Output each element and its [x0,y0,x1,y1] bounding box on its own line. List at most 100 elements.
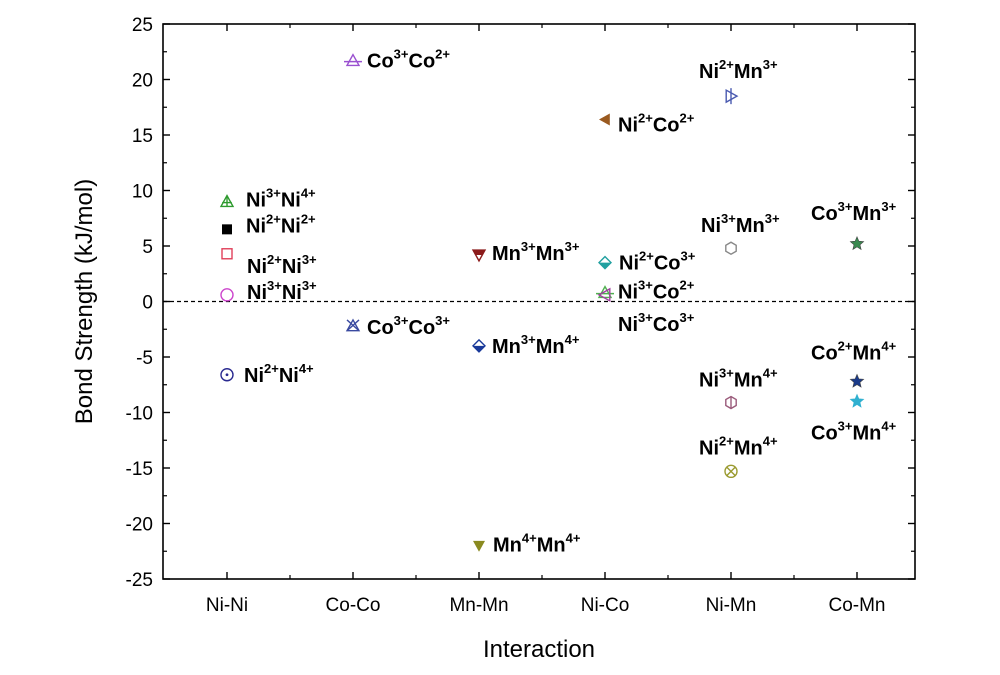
oxidation-state: 3+ [394,47,409,62]
triangle-shape [345,318,361,332]
ion-symbol: Co [811,203,838,225]
ion-symbol: Mn [853,203,882,225]
x-tick-label: Ni-Co [581,595,630,616]
marker-circle-open [220,288,234,302]
ion-symbol: Co [653,282,680,304]
ion-symbol: Ni [246,190,266,212]
oxidation-state: 3+ [765,211,780,226]
marker-square-open [221,248,233,260]
oxidation-state: 2+ [264,361,279,376]
point-label: Mn3+Mn3+ [492,239,580,265]
oxidation-state: 2+ [266,211,281,226]
oxidation-state: 2+ [838,338,853,353]
oxidation-state: 2+ [680,278,695,293]
oxidation-state: 2+ [267,252,282,267]
oxidation-state: 4+ [566,531,581,546]
oxidation-state: 3+ [394,313,409,328]
star-shape [849,373,865,388]
triangle-shape [597,287,611,303]
marker-hexagon-open [725,241,737,256]
y-tick-label: 15 [132,126,153,147]
point-label: Ni3+Ni4+ [246,186,316,212]
point-label: Ni3+Co2+ [618,278,695,304]
ion-symbol: Co [367,51,394,73]
ion-symbol: Mn [734,370,763,392]
x-tick-label: Mn-Mn [449,595,508,616]
ion-symbol: Ni [247,256,267,278]
ion-symbol: Ni [279,365,299,387]
y-tick-label: 25 [132,15,153,36]
point-label: Mn3+Mn4+ [492,332,580,358]
point-label: Ni2+Ni4+ [244,361,314,387]
x-axis: Ni-Ni Co-Co Mn-Mn Ni-Co Ni-Mn Co-Mn [206,24,886,616]
oxidation-state: 3+ [266,186,281,201]
ion-symbol: Mn [853,422,882,444]
point-label: Ni3+Ni3+ [247,278,317,304]
square-shape [222,224,232,235]
point-label: Mn4+Mn4+ [493,531,581,557]
star-shape [849,393,865,408]
oxidation-state: 2+ [719,433,734,448]
oxidation-state: 3+ [638,278,653,293]
oxidation-state: 3+ [521,332,536,347]
oxidation-state: 2+ [719,57,734,72]
circle-shape [724,464,738,479]
oxidation-state: 3+ [681,249,696,264]
oxidation-state: 3+ [302,252,317,267]
y-tick-label: -25 [126,570,153,591]
x-axis-title: Interaction [483,636,595,663]
ion-symbol: Co [654,253,681,275]
ion-symbol: Ni [282,282,302,304]
point-label: Co3+Co2+ [367,47,450,73]
ion-symbol: Mn [536,336,565,358]
y-tick-label: 0 [142,293,153,314]
marker-star-filled [849,373,865,388]
y-tick-label: 5 [142,237,153,258]
oxidation-state: 4+ [565,332,580,347]
point-label: Co3+Mn4+ [811,418,897,444]
oxidation-state: 4+ [522,531,537,546]
marker-circle-x [724,464,738,479]
point-label: Ni3+Mn4+ [699,366,778,392]
oxidation-state: 3+ [719,366,734,381]
oxidation-state: 3+ [680,310,695,325]
ion-symbol: Mn [536,243,565,265]
marker-square-filled [222,224,232,235]
marker-diamond-half [598,255,612,270]
ion-symbol: Ni [701,215,721,237]
oxidation-state: 3+ [838,418,853,433]
x-stroke [726,466,736,476]
oxidation-state: 3+ [763,57,778,72]
oxidation-state: 3+ [435,313,450,328]
x-tick-label: Ni-Mn [706,595,757,616]
ion-symbol: Ni [699,370,719,392]
oxidation-state: 4+ [881,338,896,353]
ion-symbol: Mn [736,215,765,237]
y-tick-label: -20 [126,515,153,536]
x-tick-label: Co-Mn [828,595,885,616]
point-label: Ni2+Co2+ [618,110,695,136]
point-label: Ni3+Co3+ [618,310,695,336]
diamond-fill [473,345,485,352]
ion-symbol: Co [811,342,838,364]
x-stroke [346,319,360,332]
y-axis: -25 -20 -15 -10 -5 0 5 10 15 20 25 [126,15,915,591]
ion-symbol: Mn [492,243,521,265]
ion-symbol: Co [811,422,838,444]
marker-triangle-left-filled [599,113,610,126]
data-markers [219,53,865,552]
ion-symbol: Ni [247,282,267,304]
ion-symbol: Ni [618,314,638,336]
oxidation-state: 3+ [881,199,896,214]
marker-triangle-cross [219,194,235,208]
triangle-shape [599,113,610,126]
ion-symbol: Co [409,51,436,73]
point-label: Ni2+Ni2+ [246,211,316,237]
y-tick-label: -15 [126,459,153,480]
y-tick-label: -5 [136,348,153,369]
square-shape [221,248,233,260]
oxidation-state: 2+ [301,211,316,226]
ion-symbol: Mn [493,535,522,557]
ion-symbol: Ni [618,114,638,136]
point-label: Ni2+Mn3+ [699,57,778,83]
